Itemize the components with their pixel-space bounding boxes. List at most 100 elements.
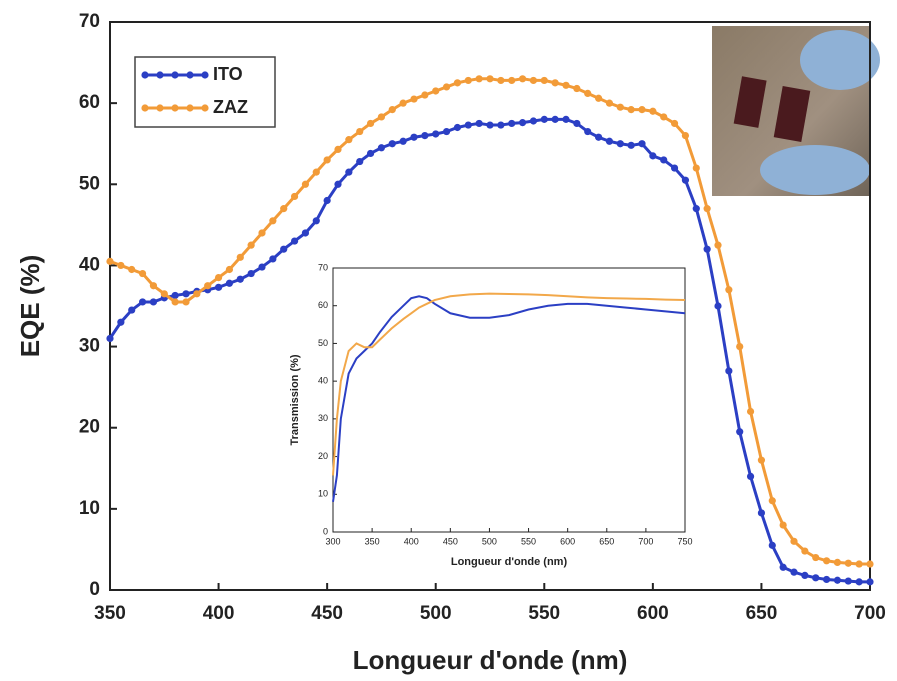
data-point bbox=[638, 106, 646, 114]
data-point bbox=[681, 132, 690, 140]
data-point bbox=[204, 282, 212, 290]
data-point bbox=[801, 547, 809, 555]
data-point bbox=[193, 290, 201, 298]
data-point bbox=[356, 127, 364, 136]
data-point bbox=[388, 106, 396, 114]
legend-marker bbox=[186, 71, 194, 79]
legend-marker bbox=[201, 71, 209, 79]
data-point bbox=[768, 541, 776, 549]
data-point bbox=[345, 168, 353, 176]
data-point bbox=[323, 196, 331, 205]
data-point bbox=[801, 571, 809, 579]
photo-inset bbox=[712, 26, 880, 196]
y-tick-label: 50 bbox=[318, 338, 328, 348]
data-point bbox=[258, 263, 266, 271]
data-point bbox=[312, 168, 320, 176]
y-tick-label: 10 bbox=[318, 489, 328, 499]
data-point bbox=[421, 132, 429, 140]
data-point bbox=[388, 140, 396, 148]
data-point bbox=[725, 286, 733, 294]
data-point bbox=[562, 115, 570, 123]
x-tick-label: 750 bbox=[677, 536, 692, 546]
data-point bbox=[138, 298, 147, 306]
data-point bbox=[225, 265, 234, 274]
y-tick-label: 30 bbox=[318, 413, 328, 423]
x-tick-label: 600 bbox=[560, 536, 575, 546]
data-point bbox=[540, 76, 548, 85]
data-point bbox=[432, 87, 440, 95]
data-point bbox=[779, 521, 787, 529]
data-point bbox=[627, 106, 635, 114]
data-point bbox=[128, 265, 136, 274]
data-point bbox=[638, 140, 646, 148]
y-tick-label: 0 bbox=[323, 526, 328, 536]
x-axis-label: Longueur d'onde (nm) bbox=[451, 556, 568, 568]
data-point bbox=[627, 141, 635, 149]
data-point bbox=[779, 563, 787, 571]
data-point bbox=[225, 279, 234, 287]
data-point bbox=[399, 99, 407, 107]
main-chart: 350 400 450 500 550 600 650 700010203040506070L… bbox=[15, 11, 886, 675]
data-point bbox=[214, 274, 223, 282]
data-point bbox=[312, 217, 320, 225]
data-point bbox=[106, 257, 114, 265]
data-point bbox=[529, 76, 538, 85]
x-tick-label: 350 bbox=[94, 603, 126, 624]
x-tick-label: 550 bbox=[528, 603, 560, 624]
data-point bbox=[117, 261, 125, 270]
data-point bbox=[822, 557, 831, 565]
data-point bbox=[377, 113, 386, 121]
data-point bbox=[725, 367, 733, 375]
plot-frame bbox=[109, 21, 871, 591]
data-point bbox=[562, 81, 570, 89]
data-point bbox=[345, 136, 353, 144]
data-point bbox=[280, 205, 288, 213]
data-point bbox=[138, 269, 147, 278]
x-tick-label: 650 bbox=[746, 603, 778, 624]
data-point bbox=[508, 76, 516, 85]
data-point bbox=[768, 497, 776, 505]
data-point bbox=[649, 107, 657, 115]
data-point bbox=[475, 119, 483, 128]
data-point bbox=[790, 537, 798, 545]
x-tick-label: 500 bbox=[482, 536, 497, 546]
data-point bbox=[442, 83, 451, 91]
x-tick-label: 700 bbox=[638, 536, 653, 546]
x-tick-label: 400 bbox=[404, 536, 419, 546]
data-point bbox=[757, 509, 766, 517]
data-point bbox=[812, 553, 820, 562]
data-point bbox=[670, 119, 679, 128]
y-tick-label: 40 bbox=[79, 254, 100, 275]
y-tick-label: 20 bbox=[79, 417, 100, 438]
data-point bbox=[540, 115, 548, 123]
data-point bbox=[149, 282, 158, 290]
y-tick-label: 0 bbox=[89, 579, 100, 600]
data-point bbox=[377, 144, 386, 152]
data-point bbox=[605, 137, 614, 145]
data-point bbox=[746, 472, 755, 480]
data-point bbox=[551, 79, 559, 87]
legend-marker bbox=[156, 71, 164, 79]
series-line bbox=[332, 292, 686, 476]
data-point bbox=[757, 456, 766, 464]
data-point bbox=[421, 91, 429, 99]
y-tick-label: 50 bbox=[79, 173, 100, 194]
legend-marker bbox=[141, 104, 149, 112]
data-point bbox=[594, 133, 603, 141]
data-point bbox=[182, 298, 190, 306]
data-point bbox=[866, 578, 874, 586]
plot-frame bbox=[332, 267, 686, 533]
y-axis-label: Transmission (%) bbox=[289, 354, 301, 445]
x-tick-label: 450 bbox=[311, 603, 343, 624]
data-point bbox=[149, 298, 158, 306]
data-point bbox=[410, 95, 418, 103]
data-point bbox=[399, 137, 407, 145]
data-point bbox=[833, 558, 842, 567]
legend-marker bbox=[156, 104, 164, 112]
data-point bbox=[594, 94, 603, 102]
data-point bbox=[301, 229, 310, 237]
data-point bbox=[692, 164, 700, 172]
data-point bbox=[356, 157, 364, 166]
x-tick-label: 450 bbox=[443, 536, 458, 546]
data-point bbox=[366, 149, 375, 158]
